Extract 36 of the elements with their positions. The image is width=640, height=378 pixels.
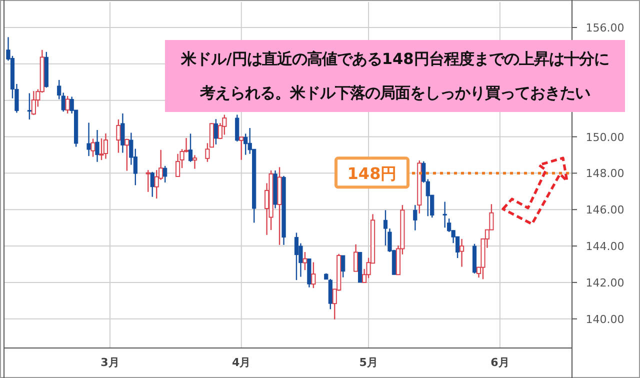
candlestick xyxy=(294,232,299,281)
candlestick xyxy=(302,251,308,271)
annotation: 米ドル/円は直近の高値である148円台程度までの上昇は十分に考えられる。米ドル下落の局面をしっかり買っておきたい xyxy=(165,40,625,112)
ref-line-label: 148円 xyxy=(347,164,397,184)
y-tick-label: 146.00 xyxy=(586,204,624,217)
candlestick xyxy=(146,169,150,193)
candlestick xyxy=(150,171,154,198)
y-tick-label: 140.00 xyxy=(586,312,624,326)
candlestick xyxy=(311,262,316,289)
candlestick xyxy=(442,201,447,228)
candlestick xyxy=(192,154,198,170)
x-tick-label: 6月 xyxy=(490,356,510,369)
candlestick xyxy=(120,112,125,154)
y-tick-label: 150.00 xyxy=(586,130,624,144)
candlestick xyxy=(354,244,358,272)
candlestick xyxy=(239,136,244,160)
y-tick-label: 156.00 xyxy=(586,21,624,34)
candlestick xyxy=(341,254,346,278)
candlestick xyxy=(124,138,130,172)
y-tick-label: 148.00 xyxy=(586,167,624,180)
candlestick xyxy=(235,114,240,142)
x-tick-label: 4月 xyxy=(232,356,251,369)
candlestick xyxy=(459,238,464,268)
y-tick-label: 144.00 xyxy=(586,240,624,254)
candlestick xyxy=(413,204,418,231)
candlestick xyxy=(222,114,227,136)
x-tick-label: 3月 xyxy=(100,356,120,369)
candlestick xyxy=(244,133,248,156)
candlestick xyxy=(175,153,180,178)
x-tick-label: 5月 xyxy=(359,356,378,369)
candlestick xyxy=(163,165,168,184)
ref-label: 148円 xyxy=(334,156,410,189)
candlestick xyxy=(188,133,193,162)
candlestick xyxy=(214,118,218,146)
y-tick-label: 142.00 xyxy=(586,276,624,290)
candlestick xyxy=(116,118,121,154)
